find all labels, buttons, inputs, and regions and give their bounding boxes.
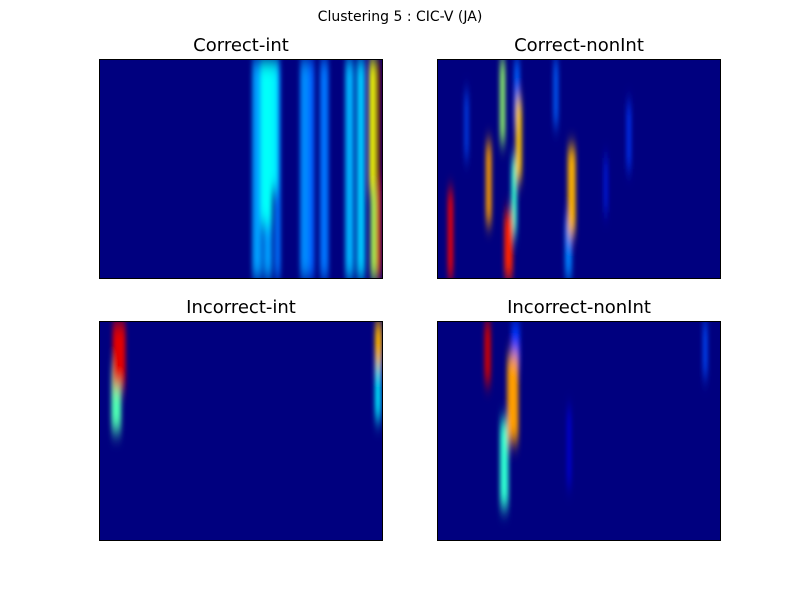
heatmap-streak <box>564 217 572 278</box>
heatmap-correct-int <box>99 59 383 279</box>
panel-title-incorrect-nonint: Incorrect-nonInt <box>507 297 651 318</box>
heatmap-streak <box>376 179 382 278</box>
panel-title-incorrect-int: Incorrect-int <box>186 297 296 318</box>
heatmap-streak <box>374 354 382 421</box>
heatmap-streak <box>514 60 520 126</box>
heatmap-streak <box>376 60 381 180</box>
heatmap-streak <box>553 60 559 126</box>
heatmap-svg-incorrect-int <box>100 322 382 540</box>
heatmap-streak <box>500 60 506 143</box>
panel-title-correct-nonint: Correct-nonInt <box>514 35 644 56</box>
heatmap-streak <box>626 103 631 169</box>
heatmap-streak <box>703 322 708 377</box>
heatmap-streak <box>263 190 273 278</box>
heatmap-streak <box>511 322 520 366</box>
heatmap-streak <box>320 60 329 278</box>
heatmap-streak <box>447 190 453 278</box>
heatmap-incorrect-int <box>99 321 383 541</box>
heatmap-background <box>100 60 382 278</box>
heatmap-streak <box>504 212 513 278</box>
heatmap-streak <box>500 420 509 508</box>
figure-title: Clustering 5 : CIC-V (JA) <box>317 9 483 25</box>
heatmap-incorrect-nonint <box>437 321 721 541</box>
heatmap-streak <box>374 322 382 366</box>
heatmap-svg-correct-int <box>100 60 382 278</box>
heatmap-streak <box>345 60 354 278</box>
heatmap-streak <box>369 60 376 191</box>
heatmap-svg-incorrect-nonint <box>438 322 720 540</box>
heatmap-streak <box>356 60 366 278</box>
heatmap-streak <box>567 147 576 235</box>
heatmap-streak <box>485 142 492 224</box>
heatmap-background <box>438 322 720 540</box>
panel-title-correct-int: Correct-int <box>193 35 289 56</box>
heatmap-streak <box>305 60 315 278</box>
heatmap-streak <box>111 365 122 431</box>
heatmap-background <box>438 60 720 278</box>
heatmap-correct-nonint <box>437 59 721 279</box>
heatmap-streak <box>267 60 278 191</box>
heatmap-svg-correct-nonint <box>438 60 720 278</box>
heatmap-streak <box>567 409 571 486</box>
heatmap-streak <box>515 99 522 180</box>
heatmap-streak <box>511 158 517 235</box>
heatmap-streak <box>252 60 263 278</box>
heatmap-streak <box>464 92 469 159</box>
heatmap-streak <box>112 322 126 388</box>
heatmap-streak <box>300 60 309 278</box>
heatmap-streak <box>484 322 491 383</box>
heatmap-streak <box>604 158 608 213</box>
heatmap-streak <box>507 354 519 442</box>
heatmap-streak <box>260 60 272 224</box>
heatmap-background <box>100 322 382 540</box>
heatmap-streak <box>370 190 377 278</box>
